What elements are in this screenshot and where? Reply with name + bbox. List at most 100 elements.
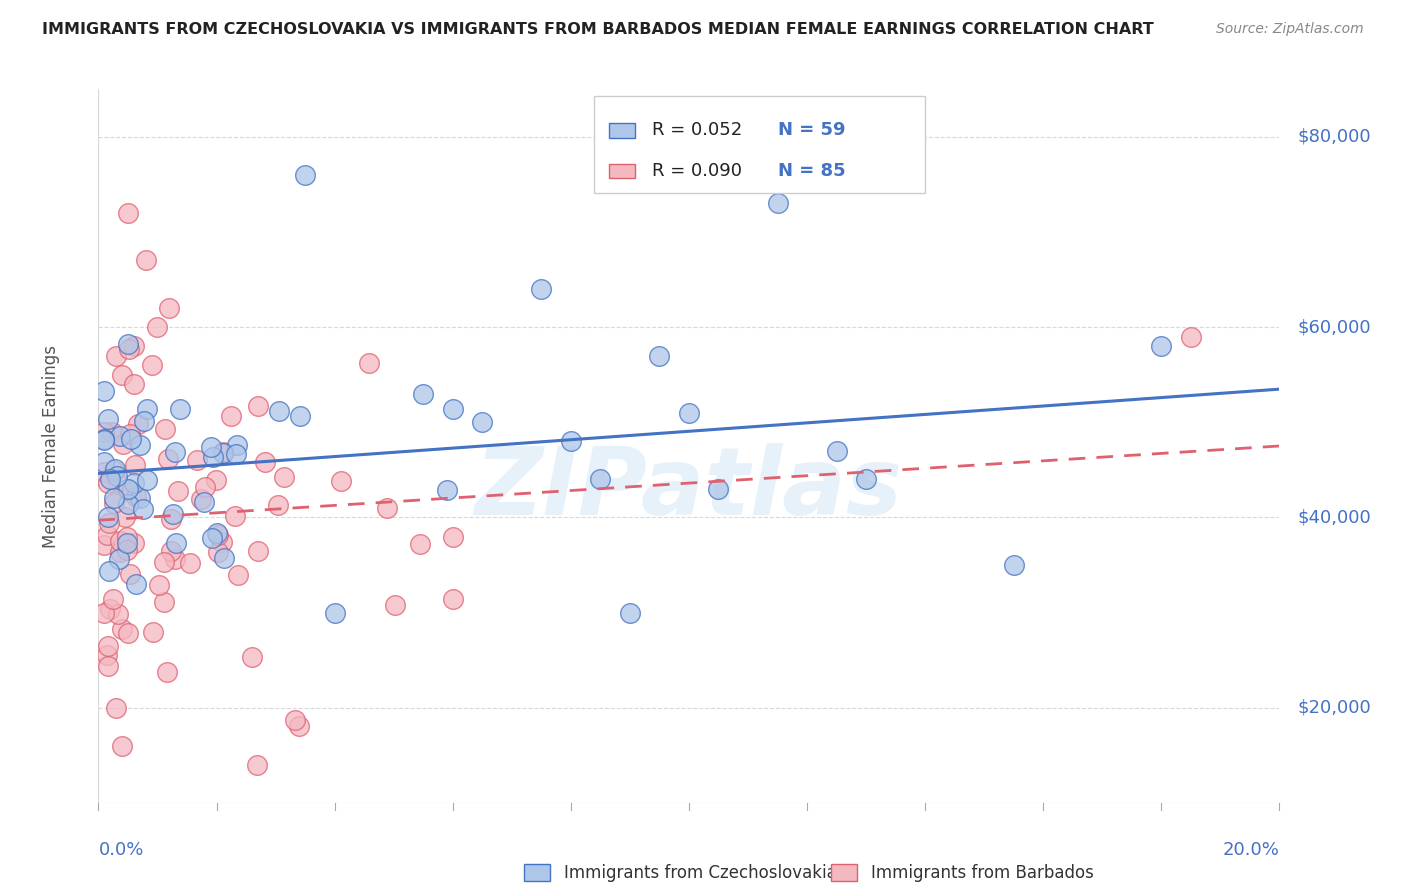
Point xyxy=(124,490,146,504)
Point xyxy=(103,464,125,478)
Point xyxy=(212,551,235,566)
Point xyxy=(766,196,789,211)
Point xyxy=(115,542,138,557)
Text: N = 59: N = 59 xyxy=(778,121,845,139)
Point xyxy=(207,544,229,558)
Point xyxy=(105,349,128,363)
Point xyxy=(129,491,152,506)
Text: Immigrants from Barbados: Immigrants from Barbados xyxy=(870,863,1094,881)
Point xyxy=(200,440,222,454)
Point xyxy=(129,438,152,452)
Point xyxy=(384,598,406,612)
Text: 20.0%: 20.0% xyxy=(1223,841,1279,859)
Point xyxy=(97,510,120,524)
Point xyxy=(163,444,186,458)
Point xyxy=(619,606,641,620)
Point xyxy=(441,401,464,416)
Point xyxy=(186,452,208,467)
Point xyxy=(118,343,141,357)
Point xyxy=(179,556,201,570)
Point xyxy=(93,384,115,399)
Point xyxy=(530,282,553,296)
Point xyxy=(329,474,352,488)
Point xyxy=(118,567,141,582)
Point xyxy=(224,508,246,523)
Point xyxy=(273,470,295,484)
Point xyxy=(159,543,181,558)
Point xyxy=(111,739,134,753)
Point xyxy=(207,528,229,542)
Point xyxy=(136,474,159,488)
Point xyxy=(117,206,139,220)
Point xyxy=(202,450,225,464)
Point xyxy=(101,425,124,440)
Text: $60,000: $60,000 xyxy=(1298,318,1371,336)
Point xyxy=(560,434,582,449)
Text: R = 0.090: R = 0.090 xyxy=(652,162,742,180)
Point xyxy=(1150,339,1173,353)
Point xyxy=(155,421,177,435)
Point xyxy=(253,454,276,468)
Point xyxy=(167,484,190,499)
Point xyxy=(441,530,464,544)
FancyBboxPatch shape xyxy=(595,96,925,193)
Point xyxy=(97,516,120,531)
Point xyxy=(96,648,118,662)
Point xyxy=(153,555,176,569)
Point xyxy=(97,412,120,426)
Point xyxy=(648,349,671,363)
Point xyxy=(589,472,612,486)
Point xyxy=(97,640,120,654)
Text: $20,000: $20,000 xyxy=(1298,698,1371,716)
Point xyxy=(93,538,115,552)
Point xyxy=(103,496,125,510)
Point xyxy=(294,168,316,182)
Point xyxy=(108,545,131,559)
Point xyxy=(111,368,134,382)
Point xyxy=(120,484,142,499)
Point xyxy=(205,473,228,487)
Point xyxy=(117,626,139,640)
Text: N = 85: N = 85 xyxy=(778,162,845,180)
Point xyxy=(165,535,187,549)
Point xyxy=(471,415,494,429)
Point xyxy=(205,526,228,541)
Point xyxy=(124,458,146,472)
Point xyxy=(246,757,269,772)
Point xyxy=(96,475,118,490)
Text: $80,000: $80,000 xyxy=(1298,128,1371,145)
Point xyxy=(219,409,242,423)
Point xyxy=(409,537,432,551)
Point xyxy=(117,336,139,351)
Point xyxy=(211,534,233,549)
Point xyxy=(104,462,127,476)
Point xyxy=(240,650,263,665)
Point xyxy=(288,409,311,424)
Point xyxy=(169,402,191,417)
Point xyxy=(93,434,115,448)
Point xyxy=(93,432,115,446)
Point xyxy=(212,446,235,460)
Point xyxy=(122,536,145,550)
Text: Source: ZipAtlas.com: Source: ZipAtlas.com xyxy=(1216,22,1364,37)
Point xyxy=(225,438,247,452)
Point xyxy=(855,472,877,486)
Point xyxy=(93,465,115,479)
Point xyxy=(122,475,145,490)
Point xyxy=(707,482,730,496)
Point xyxy=(93,606,115,620)
Point xyxy=(153,595,176,609)
Point xyxy=(375,500,398,515)
Point xyxy=(825,443,848,458)
FancyBboxPatch shape xyxy=(609,123,634,137)
Point xyxy=(111,622,134,636)
Point xyxy=(114,510,136,524)
Point xyxy=(141,358,163,372)
Point xyxy=(1002,558,1025,572)
Point xyxy=(165,552,187,566)
Text: 0.0%: 0.0% xyxy=(98,841,143,859)
FancyBboxPatch shape xyxy=(523,864,550,881)
Point xyxy=(441,591,464,606)
Point xyxy=(122,339,145,353)
Point xyxy=(97,564,120,578)
